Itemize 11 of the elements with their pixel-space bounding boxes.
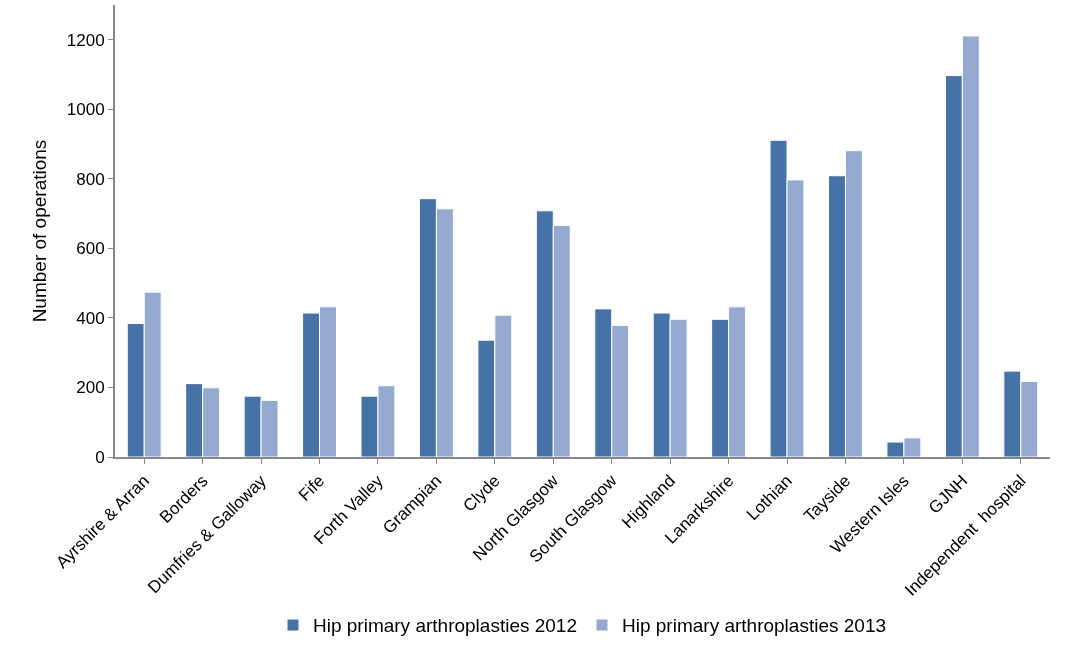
y-tick-label: 400 bbox=[76, 308, 105, 328]
y-tick-label: 200 bbox=[76, 378, 105, 398]
y-tick-label: 800 bbox=[76, 169, 105, 189]
y-tick-label: 600 bbox=[76, 239, 105, 259]
legend-label: Hip primary arthroplasties 2012 bbox=[313, 615, 578, 637]
legend-label: Hip primary arthroplasties 2013 bbox=[622, 615, 887, 637]
x-tick-label: Fife bbox=[294, 471, 329, 505]
y-tick-label: 1200 bbox=[66, 30, 105, 50]
y-axis-title: Number of operations bbox=[29, 139, 51, 323]
y-tick-label: 1000 bbox=[66, 100, 105, 120]
y-tick-label: 0 bbox=[95, 447, 105, 467]
